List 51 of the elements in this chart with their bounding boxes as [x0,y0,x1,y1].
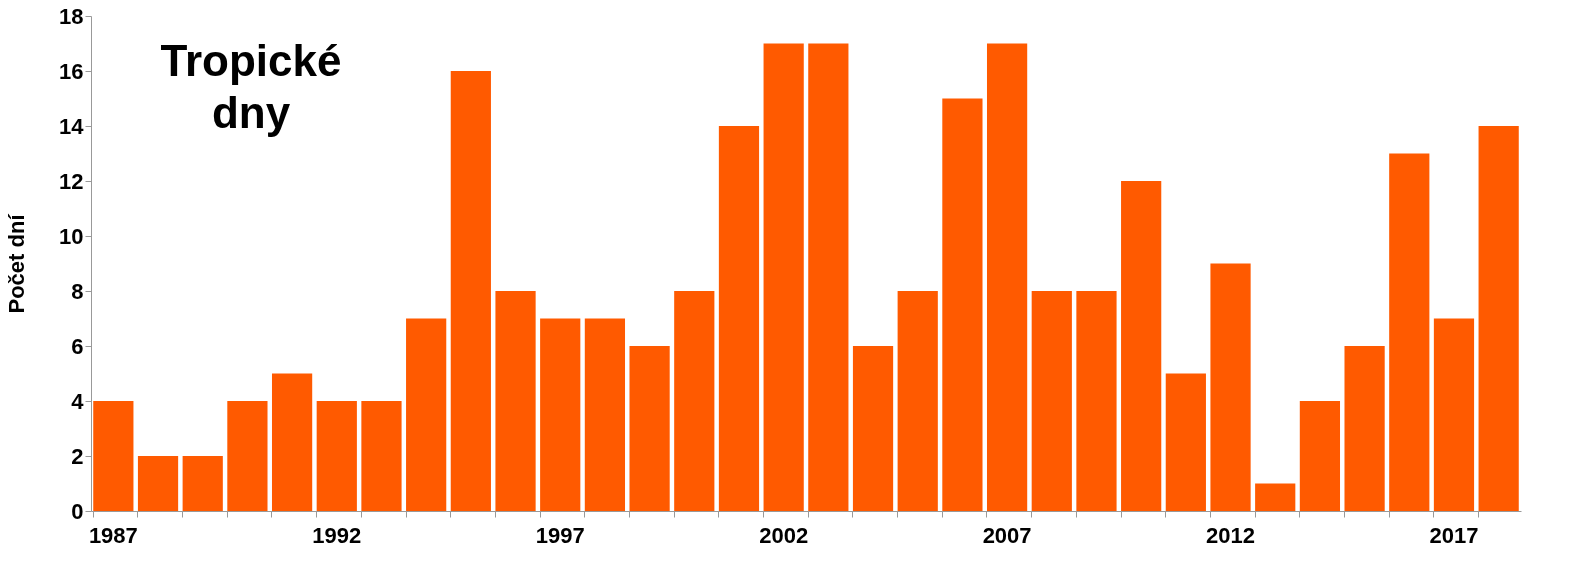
y-tick-label: 8 [71,278,84,304]
bar [1389,153,1430,511]
x-tick-label: 2012 [1206,522,1256,548]
bar [316,401,357,511]
y-tick-label: 16 [59,58,84,84]
x-tick-label: 2017 [1429,522,1479,548]
bar [182,456,223,511]
bar [361,401,402,511]
bar [495,291,536,511]
bar [718,126,760,511]
text: Tropické dny [160,36,342,137]
bar [584,318,626,511]
bar [1433,318,1475,511]
x-tick-label: 1997 [535,522,585,548]
bar [227,401,268,511]
bar [808,43,849,511]
y-tick-label: 2 [71,443,84,469]
bar [1165,373,1206,511]
bar [1076,291,1117,511]
y-tick-label: 12 [59,168,84,194]
bar [540,318,581,511]
y-tick-label: 14 [59,113,85,139]
x-tick-label: 1987 [88,522,138,548]
bar [1121,181,1162,511]
bar [763,43,804,511]
bar [897,291,938,511]
bar [1255,483,1296,511]
y-tick-label: 4 [71,388,85,414]
bar [986,43,1028,511]
bar [942,98,983,511]
y-tick-label: 0 [71,498,84,524]
bar [629,346,670,511]
x-tick-label: 1992 [312,522,362,548]
y-axis-title: Počet dní [4,213,30,314]
y-tick-label: 10 [59,223,84,249]
bar [137,456,179,511]
bar [1478,126,1519,511]
bar [406,318,447,511]
bar [271,373,313,511]
bar [1299,401,1341,511]
bar [852,346,894,511]
y-tick-label: 6 [71,333,84,359]
x-tick-label: 2007 [982,522,1032,548]
bar [1210,263,1251,511]
bar [1031,291,1072,511]
bar [450,71,491,511]
bar [93,401,134,511]
x-tick-label: 2002 [759,522,809,548]
bar [1344,346,1385,511]
bar [674,291,715,511]
y-tick-label: 18 [59,3,84,29]
